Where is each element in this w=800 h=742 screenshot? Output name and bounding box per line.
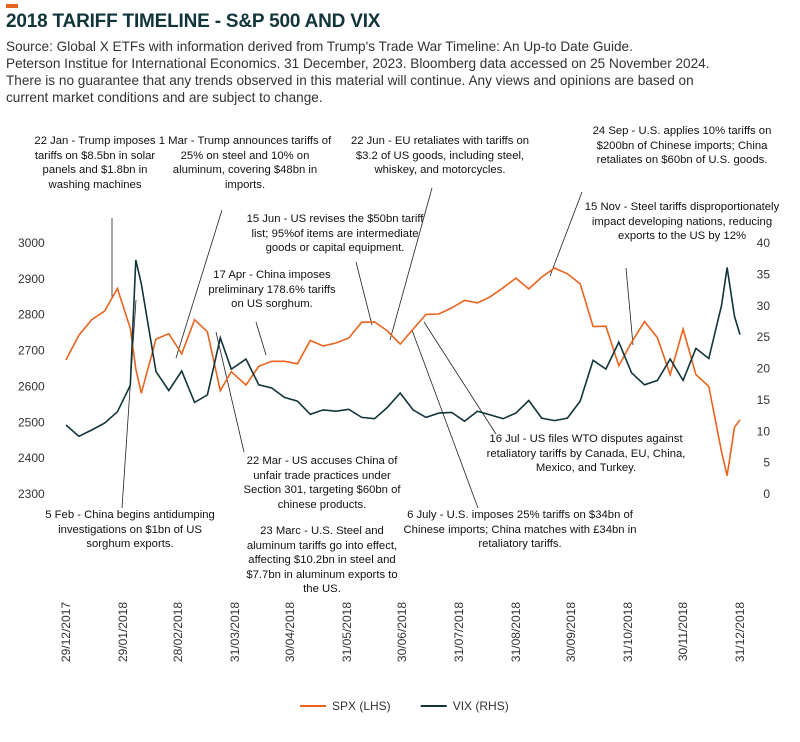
series-line bbox=[65, 259, 741, 438]
x-tick-label: 29/01/2018 bbox=[116, 602, 130, 662]
annotation: 23 Marc - U.S. Steel and aluminum tariff… bbox=[246, 525, 398, 595]
x-tick-label: 31/12/2018 bbox=[733, 602, 747, 662]
annotation: 22 Mar - US accuses China of unfair trad… bbox=[243, 455, 401, 511]
annotation: 6 July - U.S. imposes 25% tariffs on $34… bbox=[403, 509, 637, 550]
arrow bbox=[389, 187, 433, 341]
arrow bbox=[175, 209, 223, 359]
arrow bbox=[625, 267, 634, 346]
y2-tick-label: 15 bbox=[757, 393, 771, 407]
y-tick-label: 2700 bbox=[18, 344, 45, 358]
y2-tick-label: 10 bbox=[757, 424, 771, 438]
legend-label: SPX (LHS) bbox=[332, 699, 391, 713]
y2-tick-label: 35 bbox=[757, 267, 771, 281]
subtitle-line: Peterson Institue for International Econ… bbox=[6, 56, 710, 71]
subtitle-line: There is no guarantee that any trends ob… bbox=[6, 73, 694, 88]
x-tick-label: 29/12/2017 bbox=[59, 602, 73, 662]
x-tick-label: 31/05/2018 bbox=[340, 602, 354, 662]
annotation: 22 Jun - EU retaliates with tariffs on $… bbox=[350, 135, 530, 176]
y2-tick-label: 40 bbox=[757, 236, 771, 250]
annotation: 1 Mar - Trump announces tariffs of 25% o… bbox=[158, 135, 332, 191]
x-tick-label: 30/09/2018 bbox=[564, 602, 578, 662]
x-tick-label: 28/02/2018 bbox=[171, 602, 185, 662]
arrow bbox=[121, 299, 137, 509]
y2-tick-label: 25 bbox=[757, 330, 771, 344]
annotation-arrows bbox=[111, 187, 634, 509]
x-tick-label: 30/04/2018 bbox=[283, 602, 297, 662]
y-tick-label: 2300 bbox=[18, 487, 45, 501]
y-tick-label: 2900 bbox=[18, 272, 45, 286]
arrow bbox=[423, 321, 497, 435]
arrow bbox=[215, 331, 245, 453]
x-tick-label: 30/11/2018 bbox=[676, 602, 690, 661]
y2-tick-label: 5 bbox=[763, 456, 770, 470]
series-line bbox=[65, 267, 741, 476]
annotation: 5 Feb - China begins antidumping investi… bbox=[45, 509, 215, 550]
subtitle-line: Source: Global X ETFs with information d… bbox=[6, 39, 633, 54]
legend-label: VIX (RHS) bbox=[453, 699, 509, 713]
y-tick-label: 2800 bbox=[18, 308, 45, 322]
subtitle: Source: Global X ETFs with information d… bbox=[6, 38, 710, 106]
x-tick-label: 31/07/2018 bbox=[452, 602, 466, 662]
y2-tick-label: 0 bbox=[763, 487, 770, 501]
subtitle-line: current market conditions and are subjec… bbox=[6, 90, 323, 105]
x-tick-label: 30/06/2018 bbox=[395, 602, 409, 662]
x-tick-label: 31/10/2018 bbox=[621, 602, 635, 662]
annotation: 22 Jan - Trump imposes tariffs on $8.5bn… bbox=[34, 135, 156, 191]
y-tick-label: 2400 bbox=[18, 451, 45, 465]
annotation: 17 Apr - China imposes preliminary 178.6… bbox=[208, 269, 336, 310]
y-tick-label: 3000 bbox=[18, 236, 45, 250]
annotation: 15 Nov - Steel tariffs disproportionatel… bbox=[584, 201, 780, 242]
y-tick-label: 2500 bbox=[18, 415, 45, 429]
y2-tick-label: 20 bbox=[757, 362, 771, 376]
annotation: 24 Sep - U.S. applies 10% tariffs on $20… bbox=[592, 125, 772, 166]
y2-tick-label: 30 bbox=[757, 299, 771, 313]
x-tick-label: 31/03/2018 bbox=[228, 602, 242, 662]
accent-bar bbox=[6, 4, 18, 8]
arrow bbox=[355, 261, 373, 326]
annotation: 16 Jul - US files WTO disputes against r… bbox=[486, 433, 686, 474]
arrow bbox=[255, 321, 267, 356]
y-tick-label: 2600 bbox=[18, 379, 45, 393]
x-tick-label: 31/08/2018 bbox=[509, 602, 523, 662]
arrow bbox=[411, 329, 479, 509]
annotation: 15 Jun - US revises the $50bn tariff lis… bbox=[246, 213, 424, 254]
arrow bbox=[549, 191, 583, 277]
chart-title: 2018 TARIFF TIMELINE - S&P 500 AND VIX bbox=[6, 11, 381, 32]
